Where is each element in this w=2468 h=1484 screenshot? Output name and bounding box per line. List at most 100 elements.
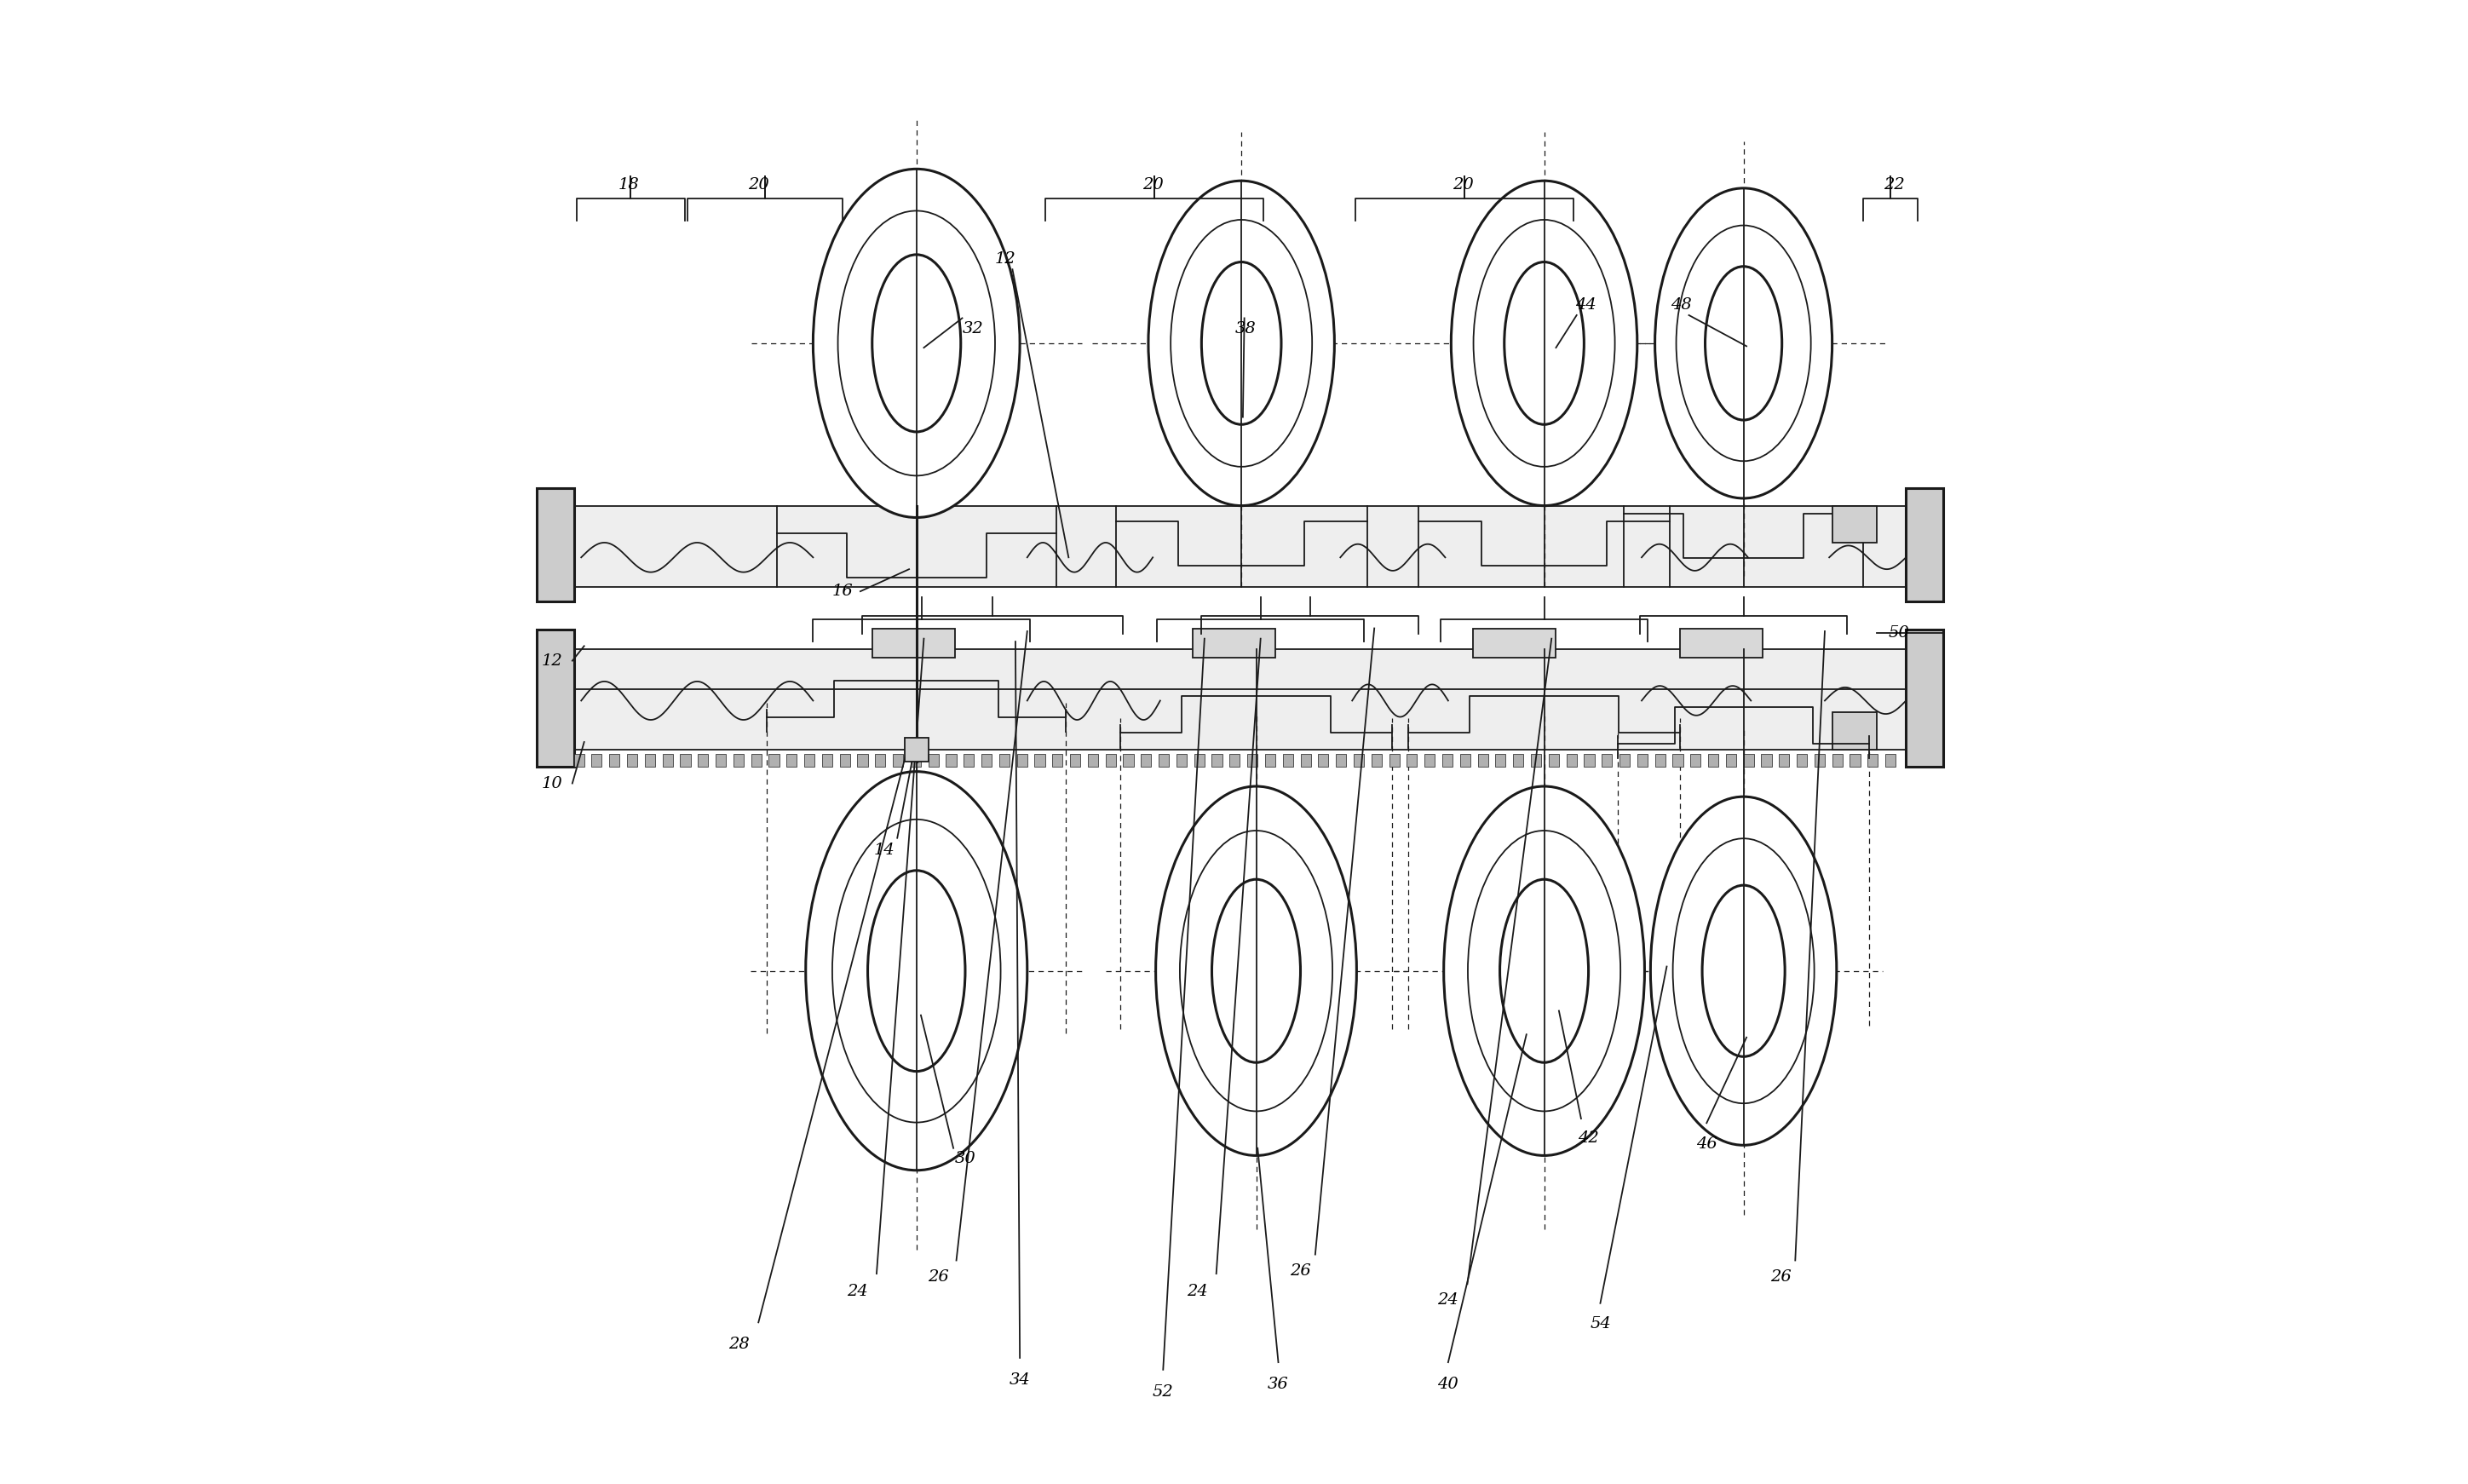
Bar <box>1195 754 1204 767</box>
Bar <box>570 649 1913 749</box>
Ellipse shape <box>871 255 960 432</box>
Ellipse shape <box>832 819 1000 1122</box>
Bar <box>856 754 869 767</box>
Bar <box>1000 754 1009 767</box>
Bar <box>1513 754 1523 767</box>
Bar <box>610 754 619 767</box>
Bar <box>570 506 1913 588</box>
Text: 32: 32 <box>963 321 982 337</box>
Bar <box>893 754 903 767</box>
Bar <box>945 754 955 767</box>
Bar <box>1567 754 1577 767</box>
Bar <box>928 754 938 767</box>
Text: 24: 24 <box>847 1284 869 1298</box>
Bar <box>1157 754 1170 767</box>
Bar <box>911 754 921 767</box>
Ellipse shape <box>1473 220 1614 466</box>
Bar <box>1123 754 1133 767</box>
Bar <box>592 754 602 767</box>
Bar <box>1389 754 1399 767</box>
Bar <box>1246 754 1259 767</box>
Text: 30: 30 <box>955 1150 975 1166</box>
Text: 20: 20 <box>1143 178 1162 193</box>
Text: 26: 26 <box>928 1269 950 1284</box>
Bar <box>1192 628 1276 657</box>
Ellipse shape <box>1468 831 1621 1112</box>
Text: 10: 10 <box>540 776 563 791</box>
Bar <box>1868 754 1878 767</box>
Bar <box>573 754 585 767</box>
Text: 36: 36 <box>1269 1377 1288 1392</box>
Bar <box>1229 754 1239 767</box>
Bar <box>1831 754 1844 767</box>
Bar <box>963 754 975 767</box>
Text: 46: 46 <box>1696 1137 1718 1152</box>
Text: 20: 20 <box>1451 178 1473 193</box>
Bar <box>1478 754 1488 767</box>
Text: 16: 16 <box>832 583 854 600</box>
Bar <box>1461 754 1471 767</box>
Bar <box>1886 754 1895 767</box>
Text: 20: 20 <box>748 178 770 193</box>
Text: 28: 28 <box>728 1337 750 1352</box>
Bar <box>1851 754 1861 767</box>
Ellipse shape <box>1155 787 1357 1156</box>
Bar <box>1352 754 1365 767</box>
Text: 50: 50 <box>1888 625 1910 641</box>
Bar <box>1283 754 1293 767</box>
Bar <box>1742 754 1755 767</box>
Bar <box>698 754 708 767</box>
Bar <box>644 754 654 767</box>
Text: 18: 18 <box>617 178 639 193</box>
Bar <box>1762 754 1772 767</box>
Text: 24: 24 <box>1187 1284 1207 1298</box>
Bar <box>839 754 849 767</box>
Bar <box>822 754 832 767</box>
Ellipse shape <box>837 211 995 476</box>
Ellipse shape <box>1451 181 1636 506</box>
Text: 26: 26 <box>1770 1269 1792 1284</box>
Bar <box>661 754 674 767</box>
Bar <box>1441 754 1454 767</box>
Text: 38: 38 <box>1236 321 1256 337</box>
Bar <box>1905 629 1942 767</box>
Text: 12: 12 <box>995 251 1017 267</box>
Text: 48: 48 <box>1671 297 1693 313</box>
Text: 24: 24 <box>1439 1293 1459 1307</box>
Bar <box>1636 754 1649 767</box>
Text: 40: 40 <box>1439 1377 1459 1392</box>
Bar <box>750 754 763 767</box>
Ellipse shape <box>1651 797 1836 1146</box>
Bar <box>1473 628 1555 657</box>
Ellipse shape <box>1705 267 1782 420</box>
Bar <box>1831 506 1876 543</box>
Ellipse shape <box>869 871 965 1071</box>
Text: 34: 34 <box>1009 1373 1029 1388</box>
Ellipse shape <box>1444 787 1644 1156</box>
Ellipse shape <box>805 772 1027 1171</box>
Bar <box>1140 754 1150 767</box>
Bar <box>1372 754 1382 767</box>
Bar <box>1266 754 1276 767</box>
Text: 26: 26 <box>1291 1263 1311 1278</box>
Bar <box>876 754 886 767</box>
Bar <box>1584 754 1594 767</box>
Bar <box>1034 754 1044 767</box>
Bar <box>1708 754 1718 767</box>
Bar <box>1681 628 1762 657</box>
Bar <box>681 754 691 767</box>
Bar <box>1673 754 1683 767</box>
Bar <box>1797 754 1807 767</box>
Bar <box>1691 754 1700 767</box>
Bar <box>1602 754 1612 767</box>
Bar <box>716 754 726 767</box>
Bar <box>982 754 992 767</box>
Bar <box>768 754 780 767</box>
Text: 12: 12 <box>540 653 563 668</box>
Bar <box>1407 754 1417 767</box>
Ellipse shape <box>1170 220 1313 466</box>
Text: 22: 22 <box>1883 178 1905 193</box>
Ellipse shape <box>1202 263 1281 424</box>
Bar <box>805 754 814 767</box>
Bar <box>1051 754 1064 767</box>
